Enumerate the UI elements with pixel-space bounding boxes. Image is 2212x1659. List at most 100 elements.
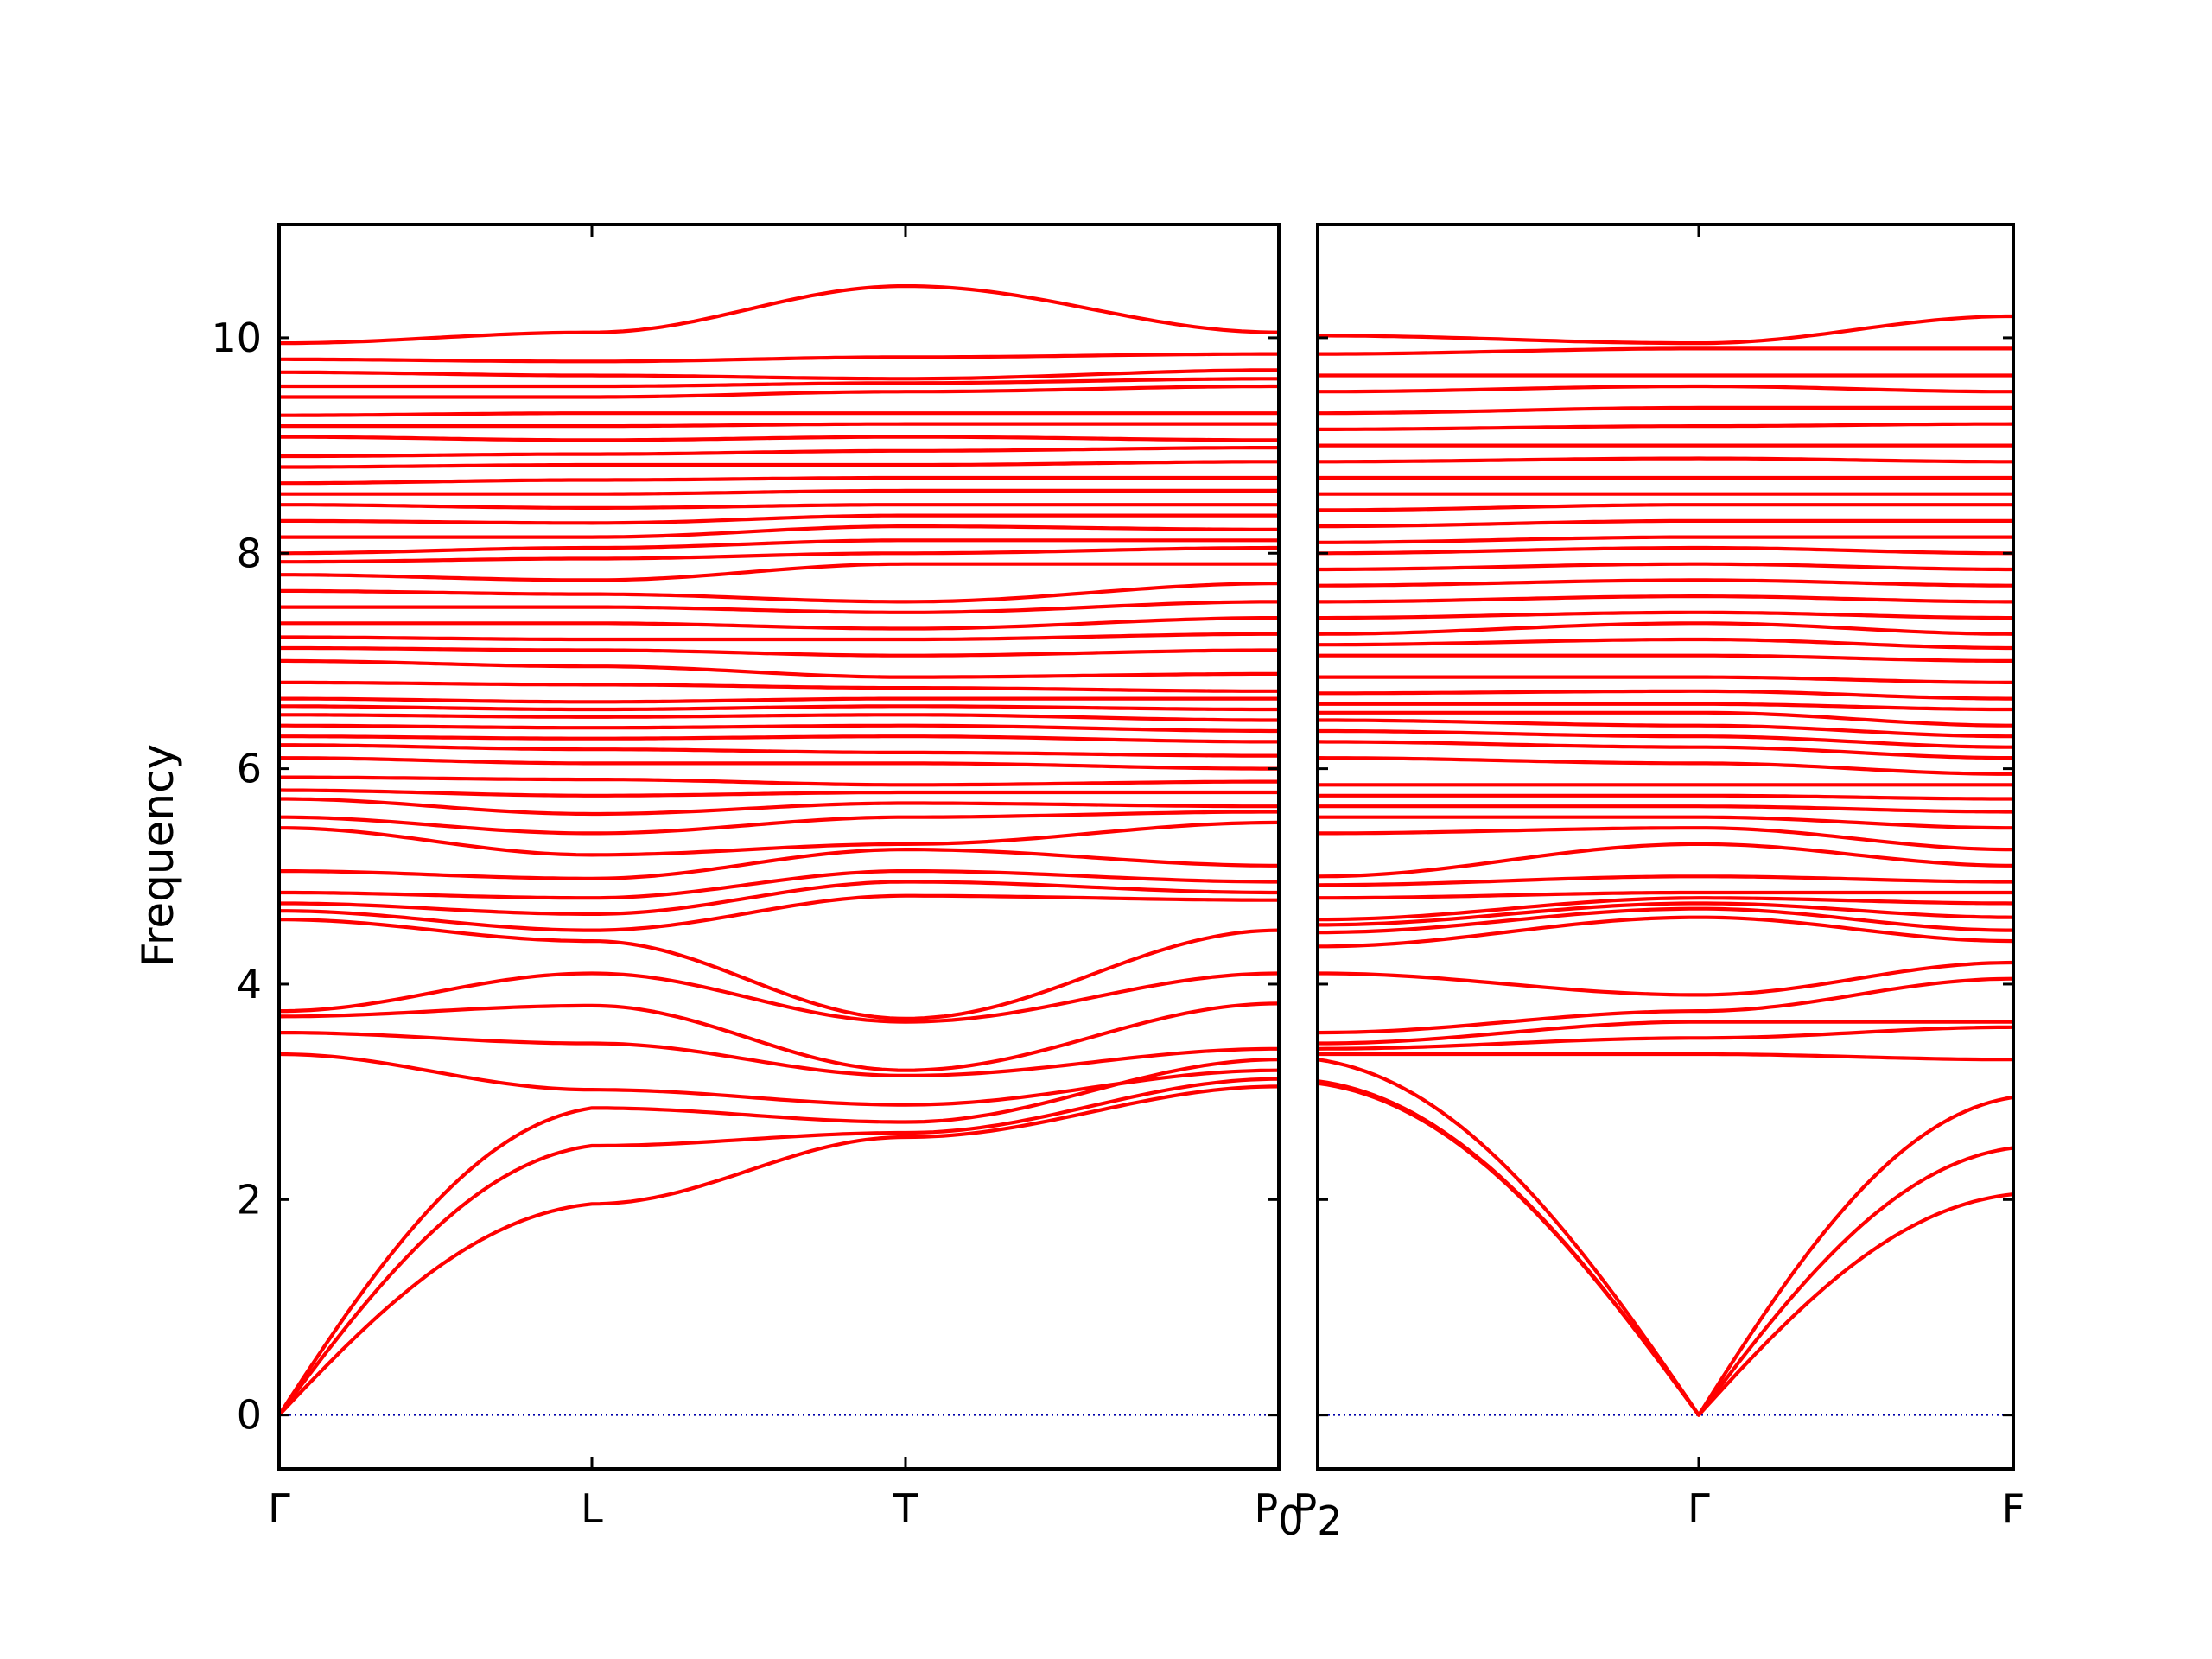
optical-band-15 bbox=[1318, 718, 2013, 739]
optical-band-22 bbox=[1318, 621, 2013, 636]
optical-band-38 bbox=[279, 368, 1279, 381]
optical-band-6 bbox=[1318, 842, 2013, 879]
acoustic-band-4 bbox=[1318, 1025, 2013, 1051]
optical-band-7 bbox=[279, 788, 1279, 798]
optical-band-40 bbox=[1318, 314, 2013, 346]
optical-band-10 bbox=[1318, 793, 2013, 801]
optical-band-0 bbox=[279, 893, 1279, 932]
optical-band-39 bbox=[279, 352, 1279, 364]
optical-band-25 bbox=[279, 538, 1279, 556]
acoustic-band-3 bbox=[279, 1052, 1279, 1107]
optical-band-27 bbox=[279, 513, 1279, 525]
y-tick-label: 4 bbox=[237, 961, 262, 1007]
y-tick-label: 10 bbox=[211, 315, 262, 361]
x-tick-label: Γ bbox=[268, 1485, 290, 1532]
optical-band-23 bbox=[279, 562, 1279, 582]
x-tick-label: L bbox=[581, 1485, 603, 1532]
optical-band-2 bbox=[279, 869, 1279, 900]
acoustic-band-0 bbox=[279, 1084, 1279, 1417]
optical-band-19 bbox=[279, 632, 1279, 642]
acoustic-band-3 bbox=[1318, 1052, 2013, 1062]
y-tick-label: 0 bbox=[237, 1392, 262, 1439]
y-axis-label: Frequency bbox=[133, 744, 183, 967]
optical-band-15 bbox=[279, 696, 1279, 704]
optical-band-13 bbox=[279, 713, 1279, 722]
optical-band-10 bbox=[279, 743, 1279, 758]
panel-frame bbox=[277, 223, 1281, 1471]
optical-band-28 bbox=[1318, 535, 2013, 544]
optical-band-31 bbox=[279, 460, 1279, 469]
optical-band-14 bbox=[1318, 728, 2013, 749]
optical-band-26 bbox=[279, 524, 1279, 539]
optical-band-7 bbox=[1318, 826, 2013, 852]
x-tick-label: F bbox=[2002, 1485, 2024, 1532]
optical-band-20 bbox=[279, 616, 1279, 631]
optical-band-3 bbox=[279, 848, 1279, 880]
acoustic-band-5 bbox=[279, 1001, 1279, 1072]
optical-band-36 bbox=[1318, 405, 2013, 416]
optical-band-6 bbox=[279, 797, 1279, 817]
panel-right: P2 Γ F bbox=[1293, 223, 2024, 1544]
optical-band-19 bbox=[1318, 675, 2013, 684]
optical-band-3 bbox=[1318, 896, 2013, 922]
y-tick-label: 8 bbox=[237, 530, 262, 576]
optical-band-1 bbox=[279, 880, 1279, 916]
optical-band-20 bbox=[1318, 653, 2013, 663]
optical-band-5 bbox=[279, 810, 1279, 836]
optical-band-12 bbox=[1318, 756, 2013, 776]
optical-band-33 bbox=[1318, 456, 2013, 464]
optical-band-5 bbox=[1318, 874, 2013, 887]
optical-band-16 bbox=[279, 680, 1279, 693]
acoustic-band-4 bbox=[279, 1031, 1279, 1077]
optical-band-40 bbox=[279, 284, 1279, 346]
optical-band-26 bbox=[1318, 562, 2013, 572]
optical-band-27 bbox=[1318, 545, 2013, 556]
optical-band-30 bbox=[1318, 503, 2013, 512]
optical-band-28 bbox=[279, 503, 1279, 510]
optical-band-4 bbox=[279, 820, 1279, 857]
optical-band-1 bbox=[1318, 906, 2013, 935]
x-tick-label: Γ bbox=[1688, 1485, 1710, 1532]
optical-band-21 bbox=[279, 600, 1279, 614]
optical-band-13 bbox=[1318, 740, 2013, 760]
optical-band-32 bbox=[279, 446, 1279, 459]
optical-band-30 bbox=[279, 475, 1279, 486]
optical-band-14 bbox=[279, 704, 1279, 712]
optical-band-17 bbox=[279, 658, 1279, 679]
optical-band-8 bbox=[279, 775, 1279, 787]
optical-band-11 bbox=[279, 734, 1279, 744]
optical-band-35 bbox=[1318, 422, 2013, 431]
optical-band-39 bbox=[1318, 346, 2013, 356]
optical-band-25 bbox=[1318, 578, 2013, 588]
optical-band-18 bbox=[279, 645, 1279, 658]
optical-band-24 bbox=[1318, 594, 2013, 604]
optical-band-0 bbox=[1318, 915, 2013, 949]
optical-band-37 bbox=[279, 377, 1279, 389]
y-tick-label: 2 bbox=[237, 1176, 262, 1223]
optical-band-23 bbox=[1318, 610, 2013, 620]
optical-band-17 bbox=[1318, 702, 2013, 712]
acoustic-band-1 bbox=[279, 1077, 1279, 1417]
optical-band-12 bbox=[279, 723, 1279, 734]
optical-band-21 bbox=[1318, 637, 2013, 651]
panel-frame bbox=[1316, 223, 2015, 1471]
acoustic-band-2 bbox=[1318, 1058, 2013, 1417]
acoustic-band-7 bbox=[279, 918, 1279, 1020]
optical-band-24 bbox=[279, 545, 1279, 564]
optical-band-36 bbox=[279, 384, 1279, 399]
acoustic-band-7 bbox=[1318, 960, 2013, 997]
optical-band-2 bbox=[1318, 901, 2013, 927]
band-lines bbox=[279, 284, 1279, 1417]
band-lines bbox=[1318, 314, 2013, 1417]
acoustic-band-5 bbox=[1318, 1020, 2013, 1046]
acoustic-band-2 bbox=[279, 1058, 1279, 1417]
optical-band-29 bbox=[1318, 518, 2013, 529]
acoustic-band-6 bbox=[279, 971, 1279, 1024]
optical-band-4 bbox=[1318, 890, 2013, 900]
x-tick-label: T bbox=[893, 1485, 918, 1532]
y-tick-label: 6 bbox=[237, 746, 262, 792]
optical-band-22 bbox=[279, 582, 1279, 604]
